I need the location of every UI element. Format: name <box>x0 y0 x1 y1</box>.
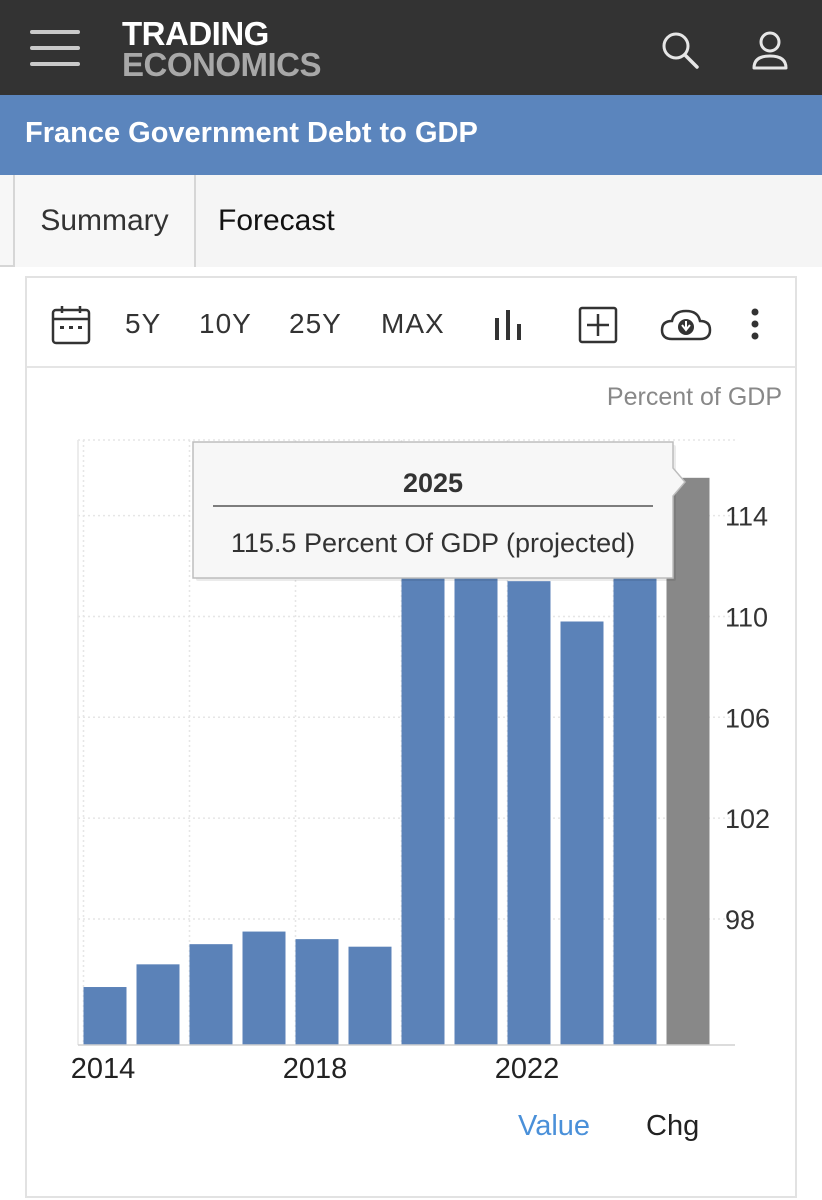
range-25y-button[interactable]: 25Y <box>289 308 342 339</box>
bar-2024 <box>613 540 657 1045</box>
hamburger-icon[interactable] <box>30 28 80 68</box>
bar-2020 <box>401 500 445 1045</box>
x-tick-label: 2014 <box>71 1053 136 1085</box>
bar-2022 <box>507 581 551 1045</box>
logo-line2: ECONOMICS <box>122 46 322 83</box>
tooltip-box <box>192 441 686 579</box>
bar-2023 <box>560 621 604 1045</box>
search-icon[interactable] <box>660 30 700 70</box>
chart-toolbar: 5Y 10Y 25Y MAX <box>27 278 795 368</box>
range-10y-button[interactable]: 10Y <box>199 308 252 339</box>
plus-box-icon[interactable] <box>578 306 618 349</box>
x-tick-label: 2022 <box>495 1053 560 1085</box>
title-bar: France Government Debt to GDP <box>0 95 822 175</box>
bar-2019 <box>348 946 392 1045</box>
bar-2021 <box>454 543 498 1045</box>
cloud-download-icon[interactable] <box>660 308 712 347</box>
y-tick-label: 110 <box>725 602 768 632</box>
bar-2016 <box>189 944 233 1045</box>
y-tick-label: 106 <box>725 703 770 733</box>
tab-forecast[interactable]: Forecast <box>196 175 822 267</box>
range-5y-button[interactable]: 5Y <box>125 308 162 339</box>
logo-line1: TRADING <box>122 15 269 52</box>
bar-2018 <box>295 939 339 1045</box>
user-icon[interactable] <box>750 30 790 70</box>
range-max-button[interactable]: MAX <box>381 308 445 339</box>
logo[interactable]: TRADING ECONOMICS <box>122 15 322 83</box>
bar-2014 <box>83 987 127 1045</box>
y-tick-label: 102 <box>725 804 770 834</box>
top-bar: TRADING ECONOMICS <box>0 0 822 95</box>
legend-chg-button[interactable]: Chg <box>646 1110 700 1142</box>
unit-label: Percent of GDP <box>607 383 782 411</box>
tab-bar: Summary Forecast <box>0 175 822 267</box>
tooltip-title: 2025 <box>403 468 463 498</box>
legend-value-button[interactable]: Value <box>518 1110 591 1142</box>
y-tick-label: 114 <box>725 502 768 532</box>
y-tick-label: 98 <box>725 905 755 935</box>
more-vertical-icon[interactable] <box>749 308 761 345</box>
x-tick-label: 2018 <box>283 1053 348 1085</box>
calendar-icon[interactable] <box>51 304 91 351</box>
bar-2015 <box>136 964 180 1045</box>
bar-2017 <box>242 931 286 1045</box>
page-title: France Government Debt to GDP <box>25 117 478 149</box>
bar-chart-icon[interactable] <box>493 308 523 345</box>
tooltip-text: 115.5 Percent Of GDP (projected) <box>231 528 635 558</box>
tab-summary[interactable]: Summary <box>13 175 196 267</box>
